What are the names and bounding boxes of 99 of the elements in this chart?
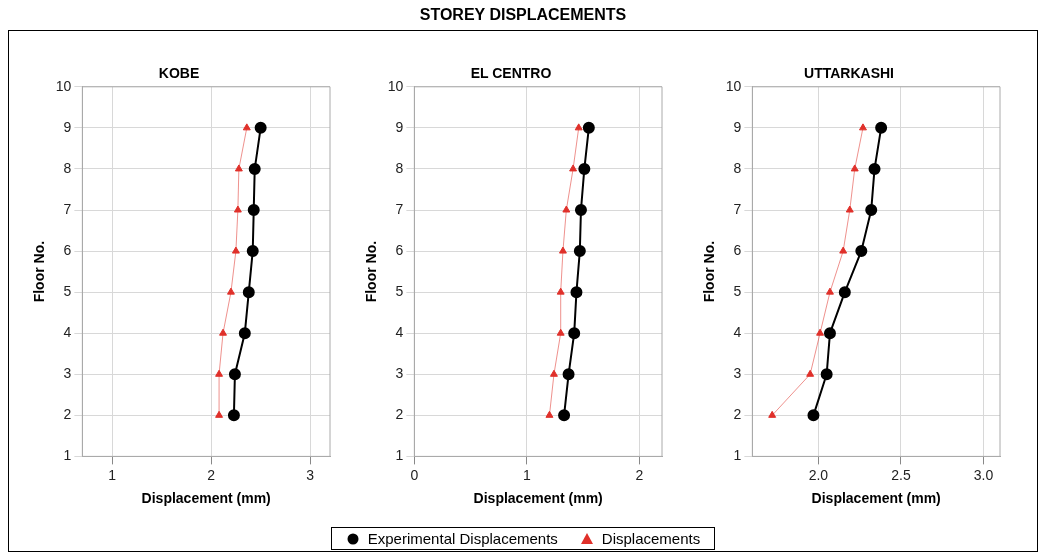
point [254, 121, 267, 134]
point [242, 123, 251, 131]
point [850, 164, 859, 172]
point [806, 369, 815, 377]
point [231, 246, 240, 254]
y-tick-label: 4 [395, 324, 404, 341]
x-tick-label: 3.0 [973, 466, 994, 483]
y-tick-label: 8 [63, 159, 72, 176]
point [562, 368, 575, 381]
point [574, 123, 583, 131]
y-tick-label: 9 [733, 118, 742, 135]
point [570, 286, 583, 299]
y-tick-label: 4 [733, 324, 742, 341]
point [820, 368, 833, 381]
point [768, 410, 777, 418]
point [228, 368, 241, 381]
point [219, 328, 227, 336]
chart-title: KOBE [158, 65, 200, 82]
point [807, 409, 820, 422]
y-tick-label: 7 [395, 200, 404, 217]
y-tick-label: 8 [395, 159, 404, 176]
point [859, 123, 867, 131]
point [215, 369, 224, 377]
y-tick-label: 6 [733, 241, 742, 258]
point [855, 245, 868, 258]
y-axis-title: Floor No. [701, 240, 718, 303]
chart-title: UTTARKASHI [804, 65, 894, 82]
point [215, 410, 224, 418]
x-tick-label: 2.0 [808, 466, 829, 483]
point [558, 409, 571, 422]
y-tick-label: 9 [395, 118, 404, 135]
y-axis-title: Floor No. [31, 240, 48, 303]
point [226, 287, 235, 295]
point [549, 369, 558, 377]
y-tick-label: 7 [733, 200, 742, 217]
y-tick-label: 8 [733, 159, 742, 176]
point [845, 205, 854, 213]
y-tick-label: 1 [395, 447, 404, 464]
point [248, 162, 261, 175]
point [234, 164, 243, 172]
legend-label: Experimental Displacements [367, 530, 558, 547]
text: STOREY DISPLACEMENTS [418, 6, 628, 24]
point [556, 287, 565, 295]
point [569, 164, 578, 172]
y-tick-label: 7 [63, 200, 72, 217]
point [868, 162, 881, 175]
y-tick-label: 4 [63, 324, 72, 341]
y-tick-label: 5 [63, 282, 72, 299]
point [556, 328, 565, 336]
point [246, 245, 259, 258]
point [582, 121, 595, 134]
y-tick-label: 2 [395, 406, 404, 423]
point [573, 245, 586, 258]
x-tick-label: 0 [410, 466, 419, 483]
y-tick-label: 3 [733, 365, 742, 382]
y-tick-label: 2 [733, 406, 742, 423]
y-tick-label: 9 [63, 118, 72, 135]
point [839, 246, 848, 254]
y-tick-label: 10 [55, 77, 72, 94]
point [562, 205, 571, 213]
x-tick-label: 2 [635, 466, 644, 483]
point [838, 286, 851, 299]
y-tick-label: 2 [63, 406, 72, 423]
x-tick-label: 1 [523, 466, 532, 483]
point [826, 287, 834, 295]
y-tick-label: 3 [63, 365, 72, 382]
y-tick-label: 3 [395, 365, 404, 382]
point [247, 204, 260, 216]
y-tick-label: 1 [63, 447, 72, 464]
point [823, 327, 836, 340]
point [568, 327, 581, 340]
legend-label: Displacements [601, 530, 701, 547]
point [574, 204, 587, 216]
y-tick-label: 5 [733, 282, 742, 299]
point [875, 121, 888, 134]
x-tick-label: 3 [306, 466, 315, 483]
y-tick-label: 6 [63, 241, 72, 258]
point [558, 246, 567, 254]
x-axis-title: Displacement (mm) [141, 490, 271, 507]
chart-title: EL CENTRO [470, 65, 552, 82]
point [865, 204, 878, 216]
x-tick-label: 2 [207, 466, 216, 483]
point [816, 328, 825, 336]
y-axis-title: Floor No. [363, 240, 380, 303]
point [545, 410, 554, 418]
point [238, 327, 251, 340]
x-tick-label: 1 [108, 466, 117, 483]
x-axis-title: Displacement (mm) [811, 490, 941, 507]
y-tick-label: 5 [395, 282, 404, 299]
point [578, 162, 591, 175]
point [227, 409, 240, 422]
y-tick-label: 6 [395, 241, 404, 258]
point [233, 205, 242, 213]
x-axis-title: Displacement (mm) [473, 490, 603, 507]
y-tick-label: 10 [387, 77, 404, 94]
y-tick-label: 1 [733, 447, 742, 464]
x-tick-label: 2.5 [891, 466, 911, 483]
y-tick-label: 10 [725, 77, 742, 94]
point [242, 286, 255, 299]
